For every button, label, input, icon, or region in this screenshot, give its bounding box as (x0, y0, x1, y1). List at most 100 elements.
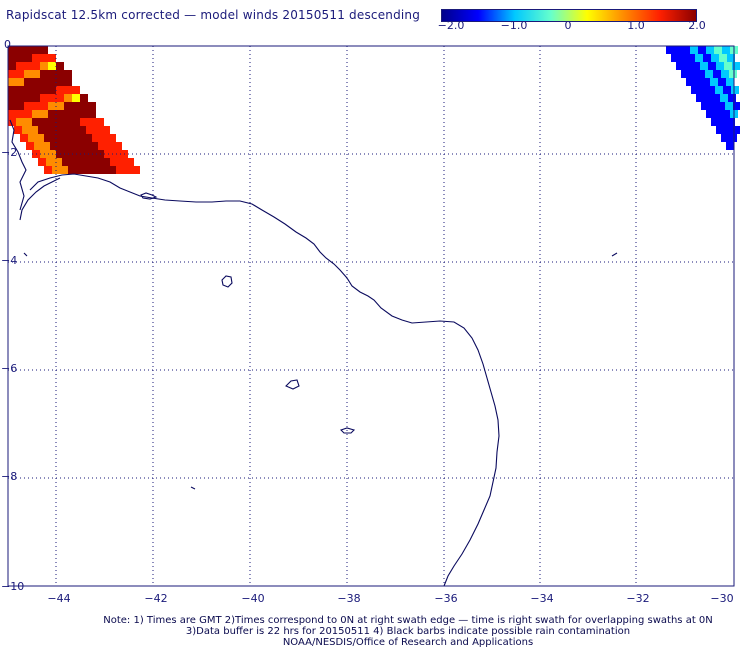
wind-cell (698, 46, 706, 54)
coastline (9, 119, 618, 587)
wind-cell (8, 54, 16, 62)
wind-cell (72, 94, 80, 102)
wind-cell (48, 62, 56, 70)
island-small-d (190, 486, 196, 490)
wind-cell (8, 70, 16, 78)
wind-cell (118, 158, 126, 166)
wind-cell (713, 70, 721, 78)
wind-cell (16, 102, 24, 110)
map-title: Rapidscat 12.5km corrected — model winds… (6, 8, 421, 22)
wind-cell (706, 46, 714, 54)
wind-cell (72, 102, 80, 110)
wind-cell (16, 70, 24, 78)
wind-cell (22, 126, 30, 134)
wind-cell (722, 46, 730, 54)
wind-cell (78, 126, 86, 134)
wind-cell (68, 166, 76, 174)
wind-cell (56, 118, 64, 126)
wind-cell (717, 102, 725, 110)
wind-cell (50, 142, 58, 150)
wind-cell (78, 158, 86, 166)
wind-cell (20, 134, 28, 142)
wind-cell (64, 78, 72, 86)
wind-cell (719, 54, 727, 62)
y-tick-label: −6 (1, 362, 17, 375)
wind-cell (110, 158, 118, 166)
wind-cell (24, 102, 32, 110)
wind-cell (718, 78, 726, 86)
wind-cell (64, 118, 72, 126)
wind-cell (38, 158, 46, 166)
wind-cell (116, 166, 124, 174)
wind-cell (48, 86, 56, 94)
color-scale-tick: −2.0 (437, 19, 465, 32)
wind-cell (711, 54, 719, 62)
wind-cell (48, 102, 56, 110)
lat-lon-grid (8, 46, 734, 586)
wind-cell (689, 70, 697, 78)
wind-cell (24, 70, 32, 78)
wind-cell (64, 86, 72, 94)
color-scale-bar (441, 9, 697, 22)
x-tick-label: −30 (710, 592, 733, 605)
y-tick-label: −2 (1, 146, 17, 159)
wind-cell (32, 78, 40, 86)
wind-cell (676, 62, 684, 70)
wind-cell (102, 158, 110, 166)
island-small-b (140, 192, 158, 200)
wind-cell (32, 110, 40, 118)
wind-cell (24, 46, 32, 54)
wind-cell (8, 118, 16, 126)
wind-cell (726, 142, 734, 150)
x-tick-label: −34 (530, 592, 553, 605)
wind-cell (700, 62, 708, 70)
wind-cell (48, 118, 56, 126)
color-scale-tick: 0 (564, 19, 572, 32)
wind-cell (108, 134, 116, 142)
wind-cell (8, 86, 16, 94)
wind-cell (46, 158, 54, 166)
wind-cell (114, 142, 122, 150)
wind-cell (699, 86, 707, 94)
wind-cell (705, 70, 713, 78)
wind-cell (714, 46, 722, 54)
wind-cell (16, 94, 24, 102)
wind-cell (80, 94, 88, 102)
wind-swath-left (8, 46, 140, 174)
x-tick-label: −32 (626, 592, 649, 605)
wind-cell (16, 78, 24, 86)
island-small-a (339, 427, 356, 434)
wind-cell (88, 110, 96, 118)
wind-cell (732, 62, 740, 70)
wind-cell (92, 134, 100, 142)
wind-cell (24, 54, 32, 62)
wind-cell (729, 134, 737, 142)
wind-cell (692, 62, 700, 70)
wind-cell (40, 78, 48, 86)
wind-cell (62, 126, 70, 134)
wind-cell (40, 86, 48, 94)
wind-cell (708, 62, 716, 70)
wind-cell (56, 86, 64, 94)
wind-cell (16, 118, 24, 126)
wind-map: −44 −42 −40 −38 −36 −34 −32 −30 0 −2 −4 … (1, 38, 740, 605)
wind-cell (24, 86, 32, 94)
wind-cell (62, 158, 70, 166)
wind-cell (56, 62, 64, 70)
wind-cell (56, 102, 64, 110)
wind-cell (46, 126, 54, 134)
wind-cell (724, 62, 732, 70)
wind-cell (696, 94, 704, 102)
wind-cell (32, 70, 40, 78)
wind-cell (8, 62, 16, 70)
wind-cell (684, 62, 692, 70)
x-tick-label: −40 (241, 592, 264, 605)
wind-cell (72, 118, 80, 126)
map-frame (7, 45, 735, 587)
wind-cell (34, 142, 42, 150)
wind-cell (682, 46, 690, 54)
wind-cell (32, 54, 40, 62)
wind-cell (702, 78, 710, 86)
wind-cell (28, 134, 36, 142)
y-tick-label: 0 (4, 38, 11, 51)
